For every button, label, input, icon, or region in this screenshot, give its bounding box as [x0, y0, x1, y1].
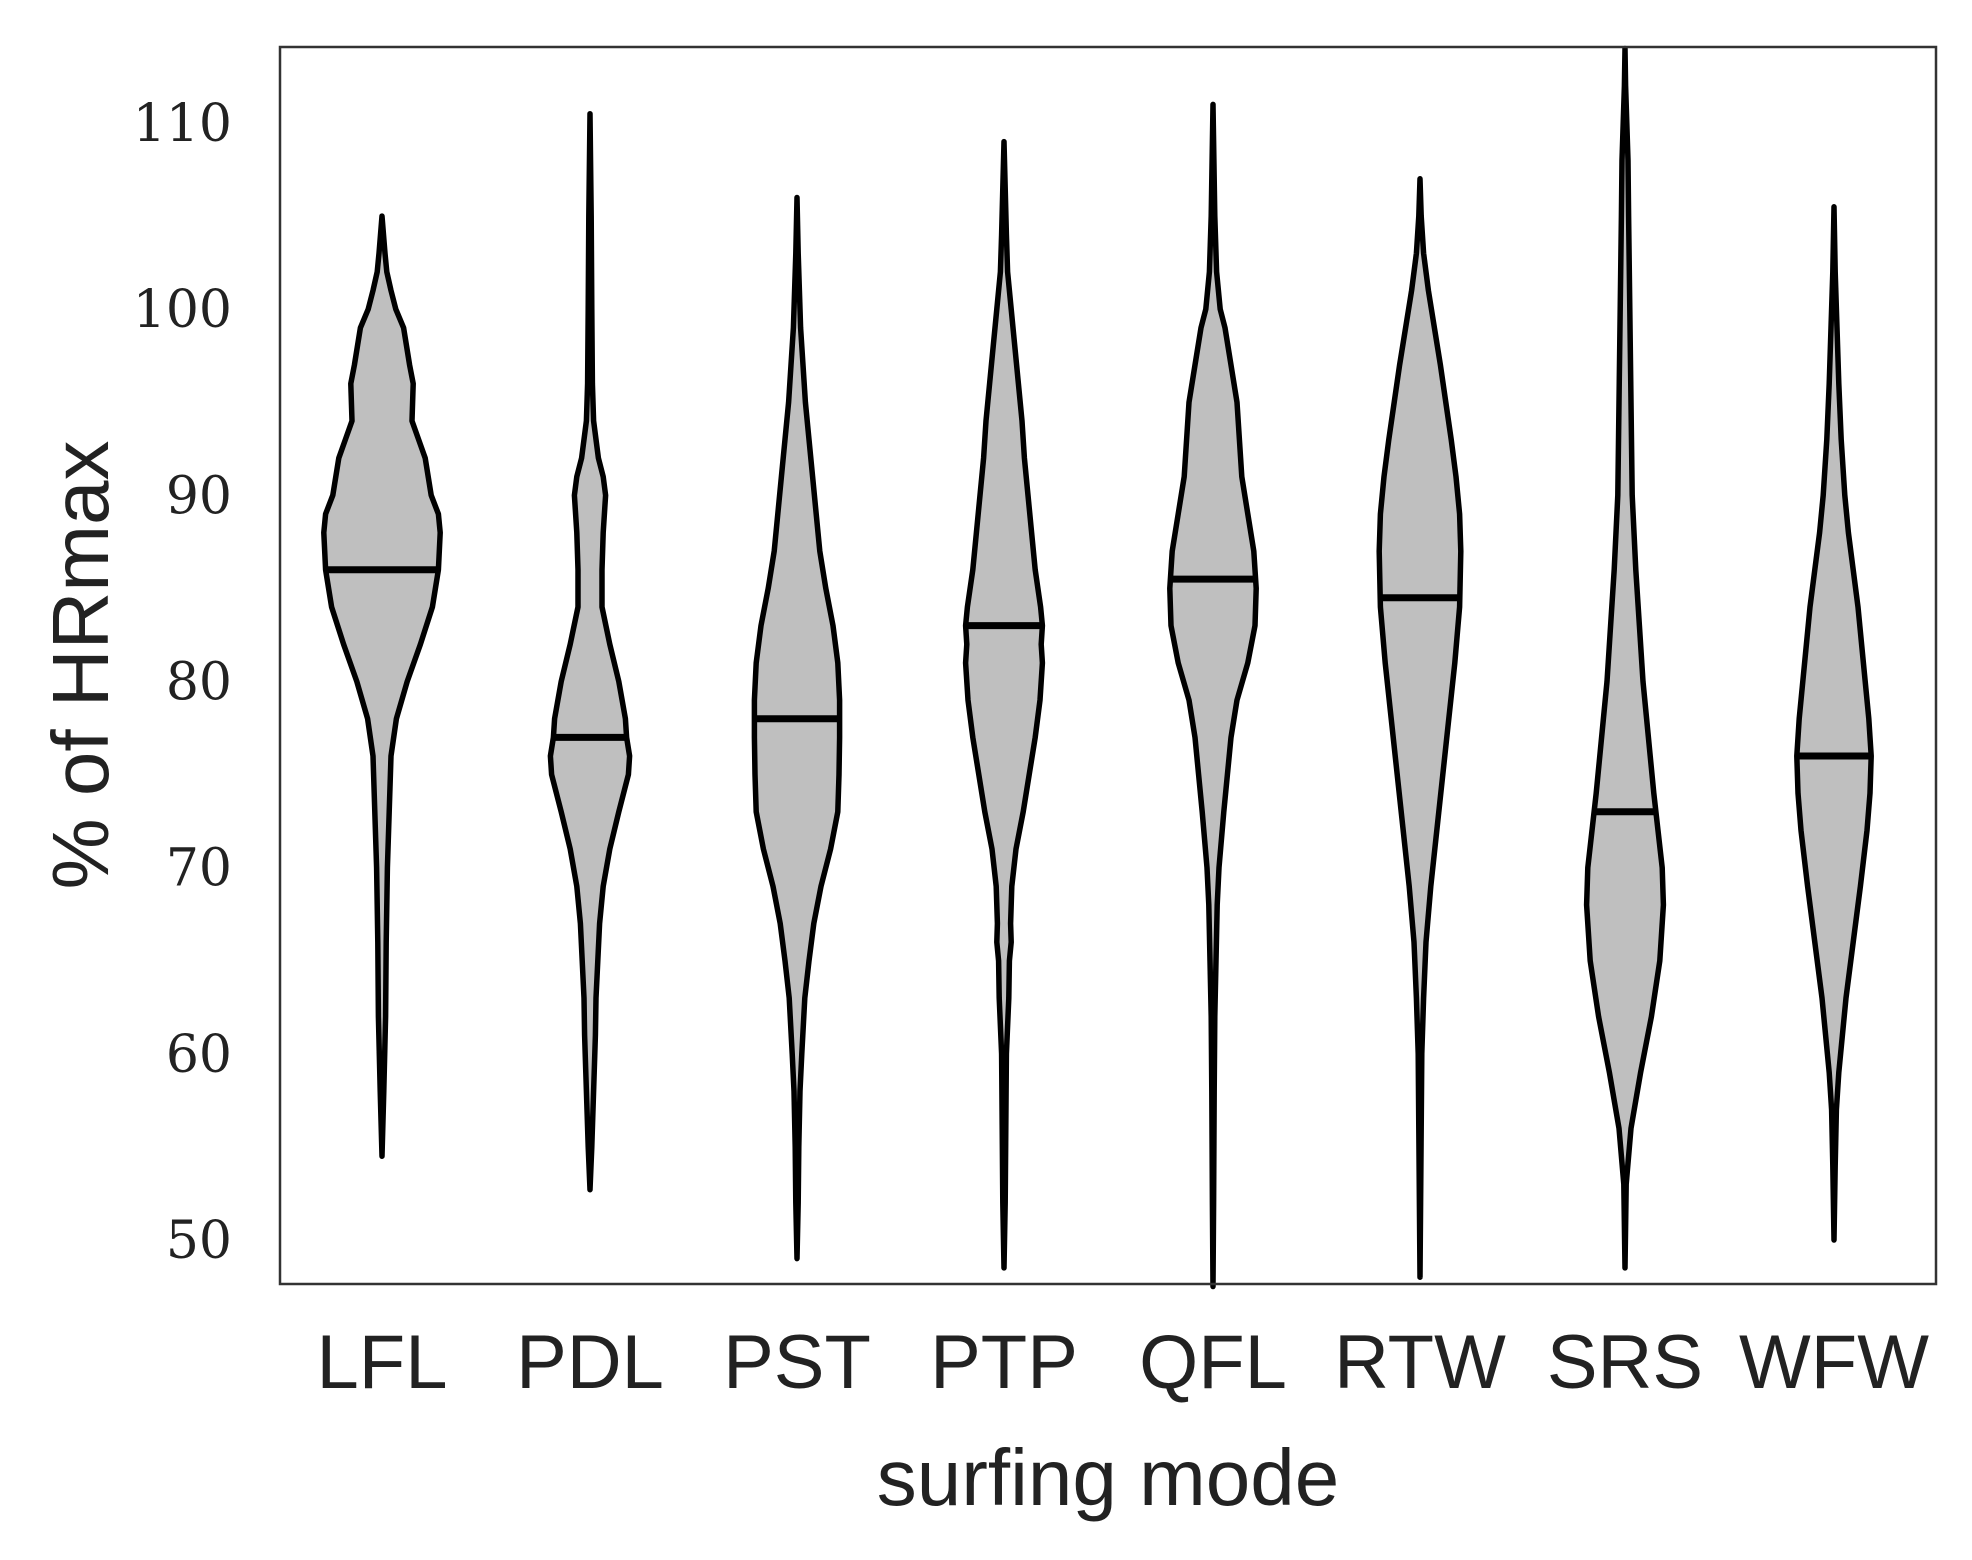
- x-axis-title: surfing mode: [877, 1433, 1339, 1522]
- y-tick-label: 110: [133, 94, 232, 154]
- plot-frame: [278, 45, 1938, 1286]
- x-category-label: PTP: [930, 1320, 1078, 1405]
- x-category-label: SRS: [1547, 1320, 1703, 1405]
- violin-lfl: [321, 213, 443, 1159]
- violin-pst: [751, 194, 843, 1262]
- y-tick-label: 100: [133, 280, 232, 340]
- y-tick-label: 90: [166, 466, 232, 526]
- violin-wfw: [1794, 204, 1874, 1243]
- x-category-label: PST: [723, 1320, 871, 1405]
- y-tick-label: 50: [166, 1211, 232, 1271]
- y-axis-ticks: 50 60 70 80 90 100 110: [133, 94, 232, 1271]
- violin-ptp: [962, 138, 1046, 1271]
- violin-rtw: [1376, 176, 1464, 1280]
- y-tick-label: 60: [166, 1025, 232, 1085]
- y-axis-title: % of HRmax: [36, 441, 125, 890]
- x-category-label: LFL: [317, 1320, 448, 1405]
- y-tick-label: 80: [166, 653, 232, 713]
- violin-qfl: [1167, 101, 1259, 1290]
- violin-pdl: [547, 110, 633, 1193]
- x-axis-categories: LFL PDL PST PTP QFL RTW SRS WFW: [317, 1320, 1930, 1405]
- violins-group: [321, 45, 1874, 1290]
- x-category-label: WFW: [1739, 1320, 1929, 1405]
- y-tick-label: 70: [166, 839, 232, 899]
- x-category-label: RTW: [1334, 1320, 1506, 1405]
- violin-srs: [1583, 45, 1667, 1271]
- x-category-label: PDL: [516, 1320, 664, 1405]
- x-category-label: QFL: [1139, 1320, 1287, 1405]
